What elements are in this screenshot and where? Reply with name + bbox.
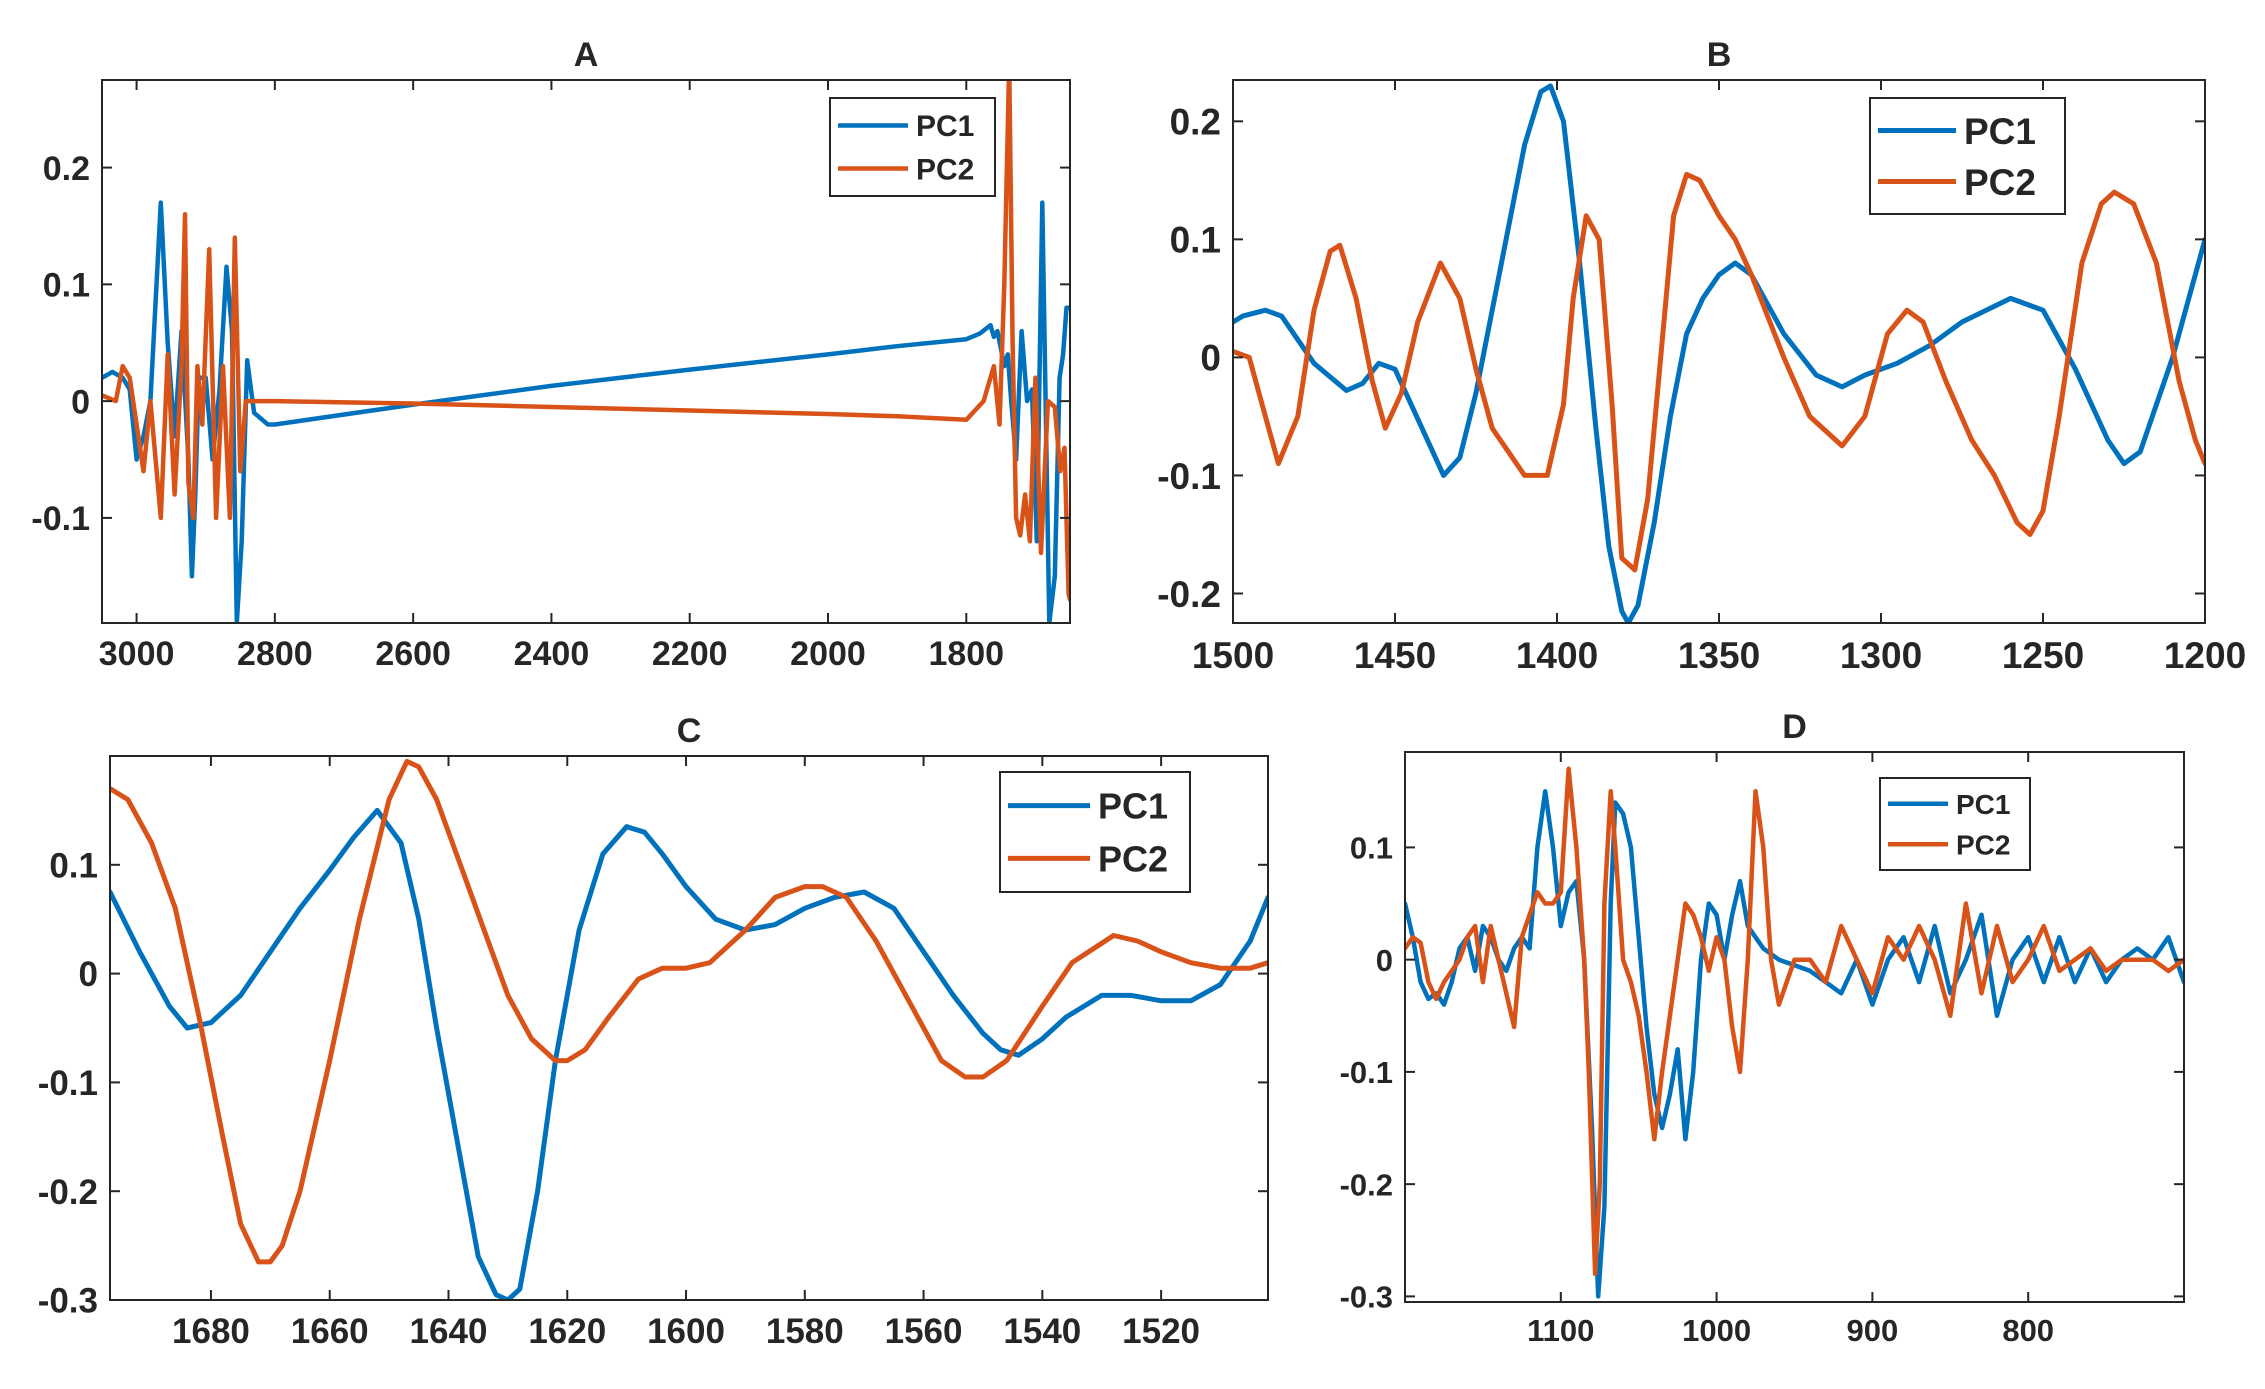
panel-c-x-tick-label: 1560 bbox=[885, 1312, 963, 1351]
panel-c-x-tick-label: 1580 bbox=[766, 1312, 844, 1351]
panel-c-x-tick-label: 1660 bbox=[291, 1312, 369, 1351]
panel-d-title: D bbox=[1782, 708, 1807, 746]
panel-d-x-tick-label: 1000 bbox=[1682, 1313, 1751, 1348]
panel-c-axes-box bbox=[109, 755, 1269, 1301]
panel-b-legend-box bbox=[1869, 97, 2066, 215]
panel-b-x-tick-label: 1300 bbox=[1840, 635, 1922, 676]
panel-a-legend-pc1-label: PC1 bbox=[916, 110, 974, 143]
panel-d-legend-pc2-label: PC2 bbox=[1956, 829, 2010, 860]
panel-d-y-tick-label: 0.1 bbox=[1350, 831, 1393, 866]
panel-c-series-pc1-line bbox=[110, 807, 1268, 1300]
panel-c-x-tick-label: 1640 bbox=[410, 1312, 488, 1351]
panel-c-legend-pc1-label: PC1 bbox=[1098, 786, 1168, 827]
panel-a-series-pc2-line bbox=[102, 80, 1070, 602]
panel-c-x-tick-label: 1540 bbox=[1003, 1312, 1081, 1351]
panel-b-y-tick-label: -0.2 bbox=[1157, 574, 1221, 615]
panel-b-x-tick-label: 1250 bbox=[2002, 635, 2084, 676]
panel-c-y-tick-label: -0.2 bbox=[38, 1173, 98, 1212]
panel-c-x-tick-label: 1600 bbox=[647, 1312, 725, 1351]
panel-a-y-tick-label: -0.1 bbox=[31, 500, 90, 538]
panel-b-title: B bbox=[1707, 36, 1732, 74]
panel-b-x-tick-label: 1500 bbox=[1192, 635, 1274, 676]
panel-c-title: C bbox=[677, 712, 702, 750]
panel-b-legend-pc1-label: PC1 bbox=[1964, 111, 2036, 152]
panel-a-title: A bbox=[574, 36, 599, 74]
panel-b-x-tick-label: 1450 bbox=[1354, 635, 1436, 676]
panel-b-series-pc2-line bbox=[1233, 171, 2205, 573]
panel-a: 3000 2800 2600 2400 2200 2000 1800 0.2 0.1 0 -0.1 A… bbox=[31, 36, 1071, 673]
panel-d-plot-area bbox=[1405, 752, 2184, 1302]
panel-d-x-tick-label: 900 bbox=[1847, 1313, 1899, 1348]
panel-b-legend-pc2-label: PC2 bbox=[1964, 162, 2036, 203]
panel-a-x-tick-label: 2000 bbox=[790, 635, 866, 673]
panel-c-y-tick-label: 0.1 bbox=[49, 846, 98, 885]
panel-b-x-tick-label: 1350 bbox=[1678, 635, 1760, 676]
panel-c-x-tick-label: 1520 bbox=[1122, 1312, 1200, 1351]
panel-c: 1680 1660 1640 1620 1600 1580 1560 1540 1520 0.1 0… bbox=[38, 712, 1269, 1351]
panel-c-x-tick-label: 1620 bbox=[528, 1312, 606, 1351]
panel-c-y-tick-label: -0.3 bbox=[38, 1282, 98, 1321]
panel-d-x-tick-label: 800 bbox=[2002, 1313, 2054, 1348]
panel-b: 1500 1450 1400 1350 1300 1250 1200 0.2 0.1 0 -0.1 -… bbox=[1157, 36, 2246, 676]
panel-c-y-tick-label: -0.1 bbox=[38, 1064, 98, 1103]
panel-b-y-tick-label: 0.2 bbox=[1170, 102, 1221, 143]
panel-a-axes-box bbox=[101, 79, 1071, 624]
panel-c-legend-box bbox=[999, 771, 1191, 893]
panel-d-y-tick-label: -0.2 bbox=[1340, 1167, 1393, 1202]
panel-d-x-tick-label: 1100 bbox=[1527, 1313, 1594, 1348]
panel-d-y-tick-label: -0.3 bbox=[1340, 1280, 1393, 1315]
panel-c-x-tick-label: 1680 bbox=[172, 1312, 250, 1351]
panel-d-y-tick-label: 0 bbox=[1376, 943, 1393, 978]
panel-a-x-tick-label: 2200 bbox=[652, 635, 728, 673]
panel-a-y-tick-label: 0.1 bbox=[43, 267, 90, 305]
panel-b-series-pc1-line bbox=[1233, 83, 2205, 623]
panel-c-series-pc2-line bbox=[110, 758, 1268, 1265]
panel-b-y-tick-label: 0.1 bbox=[1170, 220, 1221, 261]
panel-c-legend-pc2-label: PC2 bbox=[1098, 838, 1168, 879]
panel-b-y-tick-label: -0.1 bbox=[1157, 456, 1221, 497]
panel-b-y-tick-label: 0 bbox=[1200, 338, 1221, 379]
panel-d-legend-box bbox=[1879, 777, 2031, 871]
panel-a-legend-box bbox=[829, 97, 996, 197]
panel-a-y-tick-label: 0.2 bbox=[43, 150, 90, 188]
panel-a-x-tick-label: 2600 bbox=[375, 635, 451, 673]
panel-d-legend-pc1-label: PC1 bbox=[1956, 789, 2010, 820]
panel-a-x-tick-label: 2800 bbox=[237, 635, 313, 673]
panel-a-x-tick-label: 1800 bbox=[928, 635, 1004, 673]
panel-a-y-tick-label: 0 bbox=[71, 383, 90, 421]
panel-a-x-tick-label: 3000 bbox=[99, 635, 175, 673]
panel-d-series-pc2-line bbox=[1405, 766, 2184, 1277]
panel-d-y-tick-label: -0.1 bbox=[1340, 1055, 1393, 1090]
panel-c-y-tick-label: 0 bbox=[79, 955, 98, 994]
panel-a-x-tick-label: 2400 bbox=[514, 635, 590, 673]
panel-b-x-tick-label: 1400 bbox=[1516, 635, 1598, 676]
panel-d-axes-box bbox=[1404, 751, 2185, 1303]
panel-b-x-tick-label: 1200 bbox=[2164, 635, 2246, 676]
panel-a-legend-pc2-label: PC2 bbox=[916, 153, 974, 186]
